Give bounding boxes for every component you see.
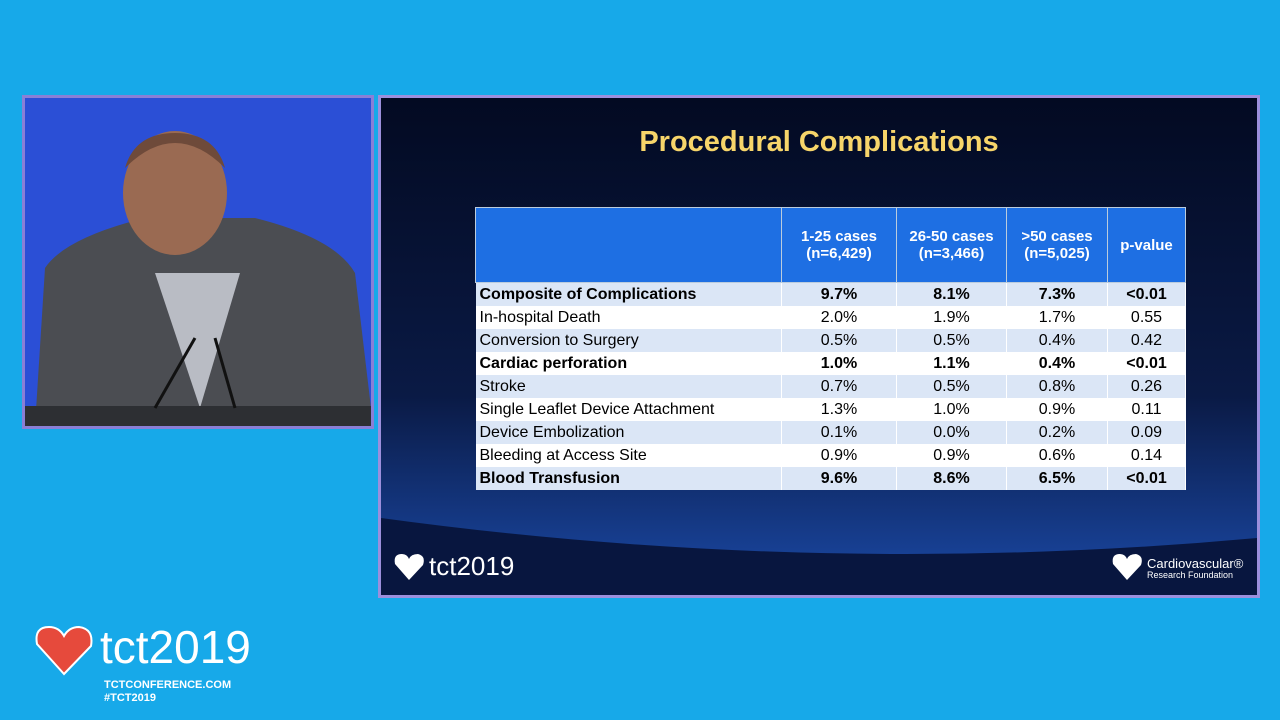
table-row: Blood Transfusion 9.6% 8.6% 6.5% <0.01 [475,467,1186,490]
value-cell: <0.01 [1107,467,1186,490]
row-label: Stroke [475,375,782,398]
table-row: Device Embolization 0.1% 0.0% 0.2% 0.09 [475,421,1186,444]
slide-title: Procedural Complications [639,126,999,158]
value-cell: 0.9% [896,444,1007,467]
value-cell: 0.6% [1006,444,1108,467]
value-cell: 0.1% [781,421,897,444]
row-label: Blood Transfusion [475,467,782,490]
row-label: Device Embolization [475,421,782,444]
header-row: 1-25 cases (n=6,429) 26-50 cases (n=3,466… [475,207,1186,283]
table-row: In-hospital Death 2.0% 1.9% 1.7% 0.55 [475,306,1186,329]
value-cell: 0.26 [1107,375,1186,398]
value-cell: 0.5% [896,329,1007,352]
value-cell: 0.9% [781,444,897,467]
row-label: Conversion to Surgery [475,329,782,352]
value-cell: 0.5% [896,375,1007,398]
crf-heart [1112,554,1142,580]
table-row: Composite of Complications 9.7% 8.1% 7.3% <0… [475,282,1186,306]
row-label: Bleeding at Access Site [475,444,782,467]
column-header: >50 cases (n=5,025) [1006,207,1108,283]
row-label: Single Leaflet Device Attachment [475,398,782,421]
value-cell: 9.6% [781,467,897,490]
speaker-video [22,95,374,429]
value-cell: 0.2% [1006,421,1108,444]
row-label: In-hospital Death [475,306,782,329]
data-table: 1-25 cases (n=6,429) 26-50 cases (n=3,466… [475,207,1186,490]
row-label: Composite of Complications [475,282,782,306]
value-cell: 0.11 [1107,398,1186,421]
value-cell: 0.7% [781,375,897,398]
brand-url: TCTCONFERENCE.COM [104,679,232,691]
value-cell: 0.14 [1107,444,1186,467]
slide-logo: tct2019 [429,551,515,581]
value-cell: 7.3% [1006,282,1108,306]
value-cell: 2.0% [781,306,897,329]
table-row: Stroke 0.7% 0.5% 0.8% 0.26 [475,375,1186,398]
value-cell: 0.8% [1006,375,1108,398]
value-cell: 0.09 [1107,421,1186,444]
slide: Procedural Complications 1-25 cases (n=6… [378,95,1260,598]
value-cell: 9.7% [781,282,897,306]
value-cell: 0.5% [781,329,897,352]
value-cell: 1.7% [1006,306,1108,329]
logo-heart [394,554,424,580]
brand-heart [35,625,93,676]
table-row: Conversion to Surgery 0.5% 0.5% 0.4% 0.42 [475,329,1186,352]
row-label: Cardiac perforation [475,352,782,375]
value-cell: 1.9% [896,306,1007,329]
table-row: Cardiac perforation 1.0% 1.1% 0.4% <0.01 [475,352,1186,375]
column-header: 1-25 cases (n=6,429) [781,207,897,283]
slide-wave [381,518,1257,595]
value-cell: 0.4% [1006,352,1108,375]
value-cell: <0.01 [1107,282,1186,306]
column-header: 26-50 cases (n=3,466) [896,207,1007,283]
value-cell: 0.4% [1006,329,1108,352]
value-cell: 0.9% [1006,398,1108,421]
value-cell: 6.5% [1006,467,1108,490]
value-cell: 0.0% [896,421,1007,444]
column-header [475,207,782,283]
value-cell: 1.3% [781,398,897,421]
value-cell: 1.0% [896,398,1007,421]
value-cell: 1.0% [781,352,897,375]
crf-subtitle: Research Foundation [1147,570,1234,580]
value-cell: 0.42 [1107,329,1186,352]
value-cell: 0.55 [1107,306,1186,329]
table-row: Bleeding at Access Site 0.9% 0.9% 0.6% 0.14 [475,444,1186,467]
crf-name: Cardiovascular® [1147,556,1244,571]
speaker-figure [25,98,371,426]
brand-logo: tct2019 [100,621,251,673]
table-row: Single Leaflet Device Attachment 1.3% 1.0%… [475,398,1186,421]
value-cell: 1.1% [896,352,1007,375]
value-cell: 8.6% [896,467,1007,490]
brand-hashtag: #TCT2019 [104,692,156,704]
value-cell: <0.01 [1107,352,1186,375]
value-cell: 8.1% [896,282,1007,306]
column-header: p-value [1107,207,1186,283]
